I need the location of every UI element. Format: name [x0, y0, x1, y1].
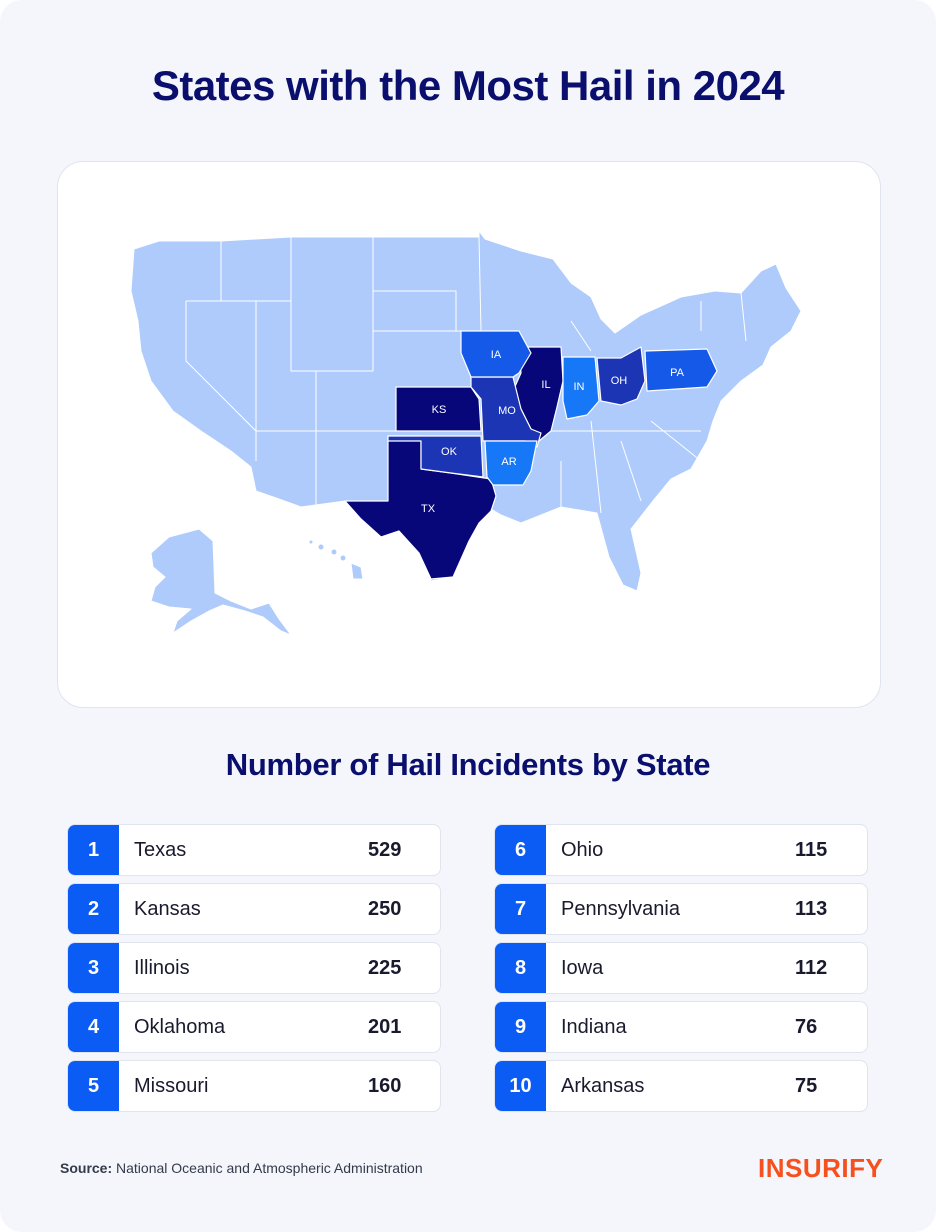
insurify-logo: INSURIFY: [758, 1153, 884, 1183]
rankings-column-right: 6 Ohio 115 7 Pennsylvania 113 8 Iowa 112…: [494, 824, 868, 1119]
rank-number: 10: [495, 1061, 546, 1111]
map-label-il: IL: [541, 379, 550, 391]
rank-value: 160: [368, 1075, 402, 1097]
map-label-ks: KS: [432, 404, 447, 416]
ranking-row: 8 Iowa 112: [494, 942, 868, 994]
page-title: States with the Most Hail in 2024: [151, 62, 785, 109]
rank-state: Pennsylvania: [561, 898, 680, 920]
map-alaska: [150, 528, 292, 636]
map-label-ok: OK: [441, 446, 458, 458]
rank-value: 201: [368, 1016, 402, 1038]
rank-value: 112: [795, 957, 828, 979]
source-note: Source: National Oceanic and Atmospheric…: [60, 1160, 423, 1176]
map-label-pa: PA: [670, 367, 685, 379]
ranking-row: 9 Indiana 76: [494, 1001, 868, 1053]
ranking-row: 4 Oklahoma 201: [67, 1001, 441, 1053]
ranking-row: 1 Texas 529: [67, 824, 441, 876]
rank-number: 3: [68, 943, 119, 993]
rank-state: Kansas: [134, 898, 201, 920]
rank-state: Indiana: [561, 1016, 627, 1038]
rank-value: 75: [795, 1075, 818, 1097]
rank-state: Oklahoma: [134, 1016, 226, 1038]
map-label-mo: MO: [498, 405, 516, 417]
map-state-oklahoma: [387, 435, 484, 478]
map-state-ohio: [596, 346, 646, 406]
rank-state: Texas: [134, 839, 187, 861]
map-label-in: IN: [574, 381, 585, 393]
rank-number: 1: [68, 825, 119, 875]
rank-number: 8: [495, 943, 546, 993]
rank-state: Illinois: [134, 957, 190, 979]
rank-value: 115: [795, 839, 828, 861]
rank-value: 225: [368, 957, 402, 979]
rank-value: 113: [795, 898, 828, 920]
ranking-row: 6 Ohio 115: [494, 824, 868, 876]
ranking-row: 2 Kansas 250: [67, 883, 441, 935]
map-state-iowa: [460, 330, 532, 378]
map-state-kansas: [395, 386, 482, 432]
rank-number: 9: [495, 1002, 546, 1052]
map-label-ia: IA: [491, 349, 502, 361]
rank-state: Ohio: [561, 839, 604, 861]
us-map: IA IL IN OH PA KS MO OK AR TX: [130, 230, 802, 636]
ranking-row: 7 Pennsylvania 113: [494, 883, 868, 935]
rank-number: 7: [495, 884, 546, 934]
source-text: National Oceanic and Atmospheric Adminis…: [116, 1160, 423, 1176]
map-label-oh: OH: [611, 375, 628, 387]
map-label-ar: AR: [501, 456, 516, 468]
map-state-pennsylvania: [644, 348, 718, 392]
ranking-row: 5 Missouri 160: [67, 1060, 441, 1112]
rankings-column-left: 1 Texas 529 2 Kansas 250 3 Illinois 225 …: [67, 824, 441, 1119]
map-label-tx: TX: [421, 503, 436, 515]
rank-state: Iowa: [561, 957, 604, 979]
rank-number: 6: [495, 825, 546, 875]
rank-state: Missouri: [134, 1075, 209, 1097]
map-state-arkansas: [484, 440, 538, 486]
map-card: IA IL IN OH PA KS MO OK AR TX: [57, 161, 881, 708]
rank-number: 4: [68, 1002, 119, 1052]
rankings-title: Number of Hail Incidents by State: [225, 747, 711, 782]
source-label: Source:: [60, 1160, 113, 1176]
map-hawaii: [308, 539, 364, 580]
ranking-row: 3 Illinois 225: [67, 942, 441, 994]
rank-value: 76: [795, 1016, 818, 1038]
rank-number: 2: [68, 884, 119, 934]
rank-value: 529: [368, 839, 402, 861]
map-state-borders: [185, 236, 747, 514]
ranking-row: 10 Arkansas 75: [494, 1060, 868, 1112]
rank-state: Arkansas: [561, 1075, 645, 1097]
rank-value: 250: [368, 898, 402, 920]
rank-number: 5: [68, 1061, 119, 1111]
map-state-missouri: [470, 376, 542, 448]
map-state-indiana: [562, 356, 600, 420]
